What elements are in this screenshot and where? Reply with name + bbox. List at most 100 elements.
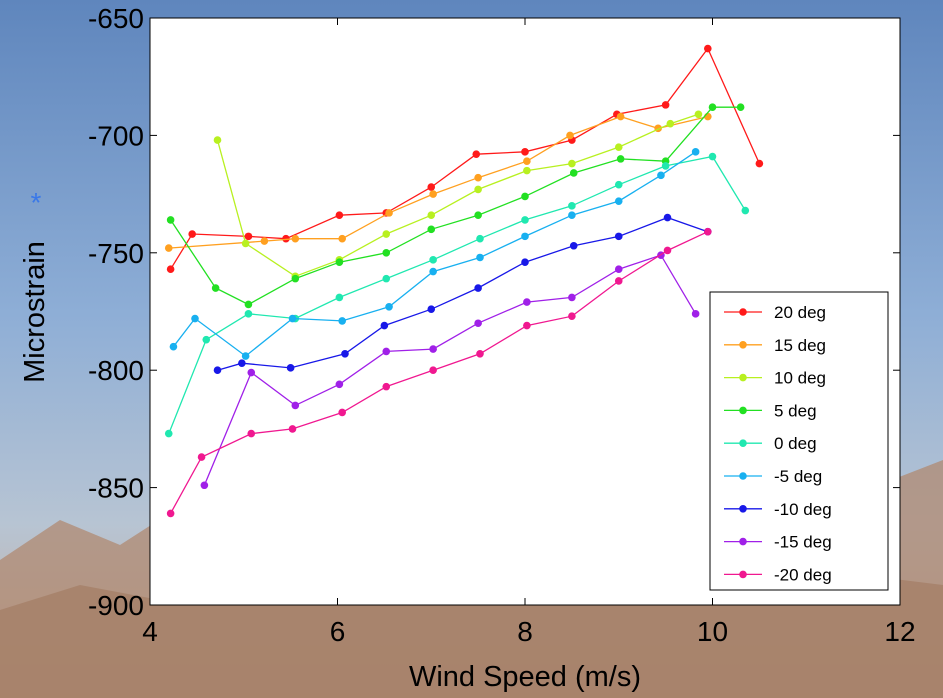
legend-swatch-marker [739, 373, 747, 382]
data-point [244, 300, 253, 309]
data-point [338, 317, 346, 325]
data-point [213, 366, 222, 375]
data-point [566, 131, 574, 140]
legend-swatch-marker [739, 406, 747, 415]
data-point [568, 312, 576, 320]
legend-label: 10 deg [774, 369, 826, 388]
legend-swatch-marker [739, 537, 747, 546]
data-point [241, 239, 250, 248]
data-point [188, 230, 196, 238]
data-point [382, 230, 391, 238]
series-2 [213, 110, 703, 281]
data-point [429, 366, 437, 375]
data-point [291, 274, 300, 283]
data-point [569, 241, 578, 250]
data-point [427, 183, 436, 191]
legend-label: -5 deg [774, 467, 822, 486]
data-point [429, 267, 437, 276]
data-point [472, 150, 481, 158]
data-point [338, 408, 346, 417]
data-point [427, 305, 436, 313]
data-point [755, 159, 764, 168]
data-point [335, 258, 344, 266]
data-point [476, 234, 484, 243]
data-point [704, 227, 712, 236]
series-8 [166, 227, 712, 518]
series-0 [166, 44, 764, 274]
series-layer [164, 44, 764, 518]
data-point [244, 310, 253, 318]
data-point [694, 110, 703, 119]
y-axis-title: Microstrain [19, 241, 51, 383]
data-point [335, 211, 344, 220]
data-point [661, 101, 670, 109]
series-6 [213, 213, 712, 375]
data-point [663, 246, 672, 255]
legend-swatch-marker [739, 505, 747, 513]
data-point [708, 152, 717, 161]
data-point [429, 256, 437, 264]
data-point [691, 148, 700, 156]
legend-item: 20 deg [724, 303, 826, 322]
data-point [385, 303, 393, 311]
legend: 20 deg 15 deg 10 deg 5 deg 0 deg -5 deg -10 de… [709, 291, 889, 591]
legend-item: -5 deg [724, 467, 822, 486]
data-point [286, 364, 295, 372]
legend-swatch-marker [739, 472, 747, 480]
data-point [691, 310, 700, 318]
data-point [382, 382, 391, 391]
legend-label: 20 deg [774, 303, 826, 322]
legend-label: -20 deg [774, 565, 832, 584]
data-point [169, 342, 178, 351]
x-tick-label: 8 [517, 616, 533, 647]
data-point [213, 136, 222, 144]
data-point [291, 234, 300, 243]
data-point [338, 234, 346, 243]
data-point [521, 258, 529, 266]
data-point [704, 44, 712, 53]
data-point [614, 180, 623, 189]
legend-label: 15 deg [774, 336, 826, 355]
data-point [568, 293, 576, 302]
data-point [736, 103, 745, 112]
series-line [217, 216, 709, 371]
legend-swatch-marker [739, 341, 747, 349]
data-point [197, 453, 206, 461]
legend-item: 0 deg [724, 434, 817, 453]
data-point [614, 197, 623, 205]
legend-item: -20 deg [724, 565, 832, 584]
data-point [247, 368, 256, 377]
data-point [523, 166, 531, 175]
data-point [241, 352, 250, 360]
data-point [291, 401, 300, 410]
x-axis-title: Wind Speed (m/s) [409, 661, 641, 693]
data-point [427, 225, 436, 234]
data-point [569, 169, 578, 177]
data-point [568, 211, 576, 220]
legend-swatch-marker [739, 308, 747, 316]
data-point [200, 481, 209, 490]
data-point [614, 277, 623, 285]
data-point [211, 284, 220, 292]
data-point [521, 216, 529, 224]
data-point [382, 249, 391, 257]
y-tick-label: -650 [88, 3, 144, 34]
data-point [474, 284, 482, 292]
y-axis-title-marker: * [31, 187, 42, 218]
data-point [523, 298, 531, 306]
data-point [380, 321, 389, 330]
legend-label: -15 deg [774, 533, 832, 552]
y-tick-label: -800 [88, 355, 144, 386]
data-point [427, 211, 436, 220]
data-point [568, 202, 576, 210]
data-point [382, 274, 391, 283]
data-point [474, 185, 482, 194]
series-4 [164, 152, 750, 438]
series-line [170, 106, 741, 306]
data-point [476, 349, 484, 358]
series-line [168, 115, 708, 249]
data-point [476, 253, 484, 262]
data-point [657, 171, 665, 180]
series-line [216, 113, 699, 278]
